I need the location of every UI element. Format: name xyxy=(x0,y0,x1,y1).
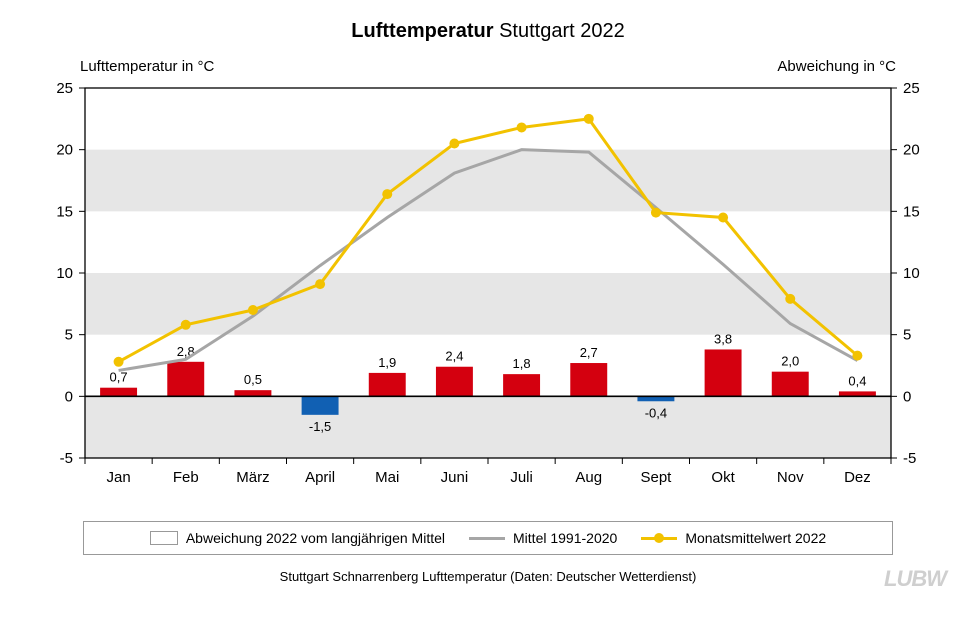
monatsmittel-marker xyxy=(785,294,795,304)
legend: Abweichung 2022 vom langjährigen Mittel … xyxy=(83,521,893,555)
deviation-bar xyxy=(772,372,809,397)
ytick-right: 5 xyxy=(903,327,911,344)
y-axis-left-label: Lufttemperatur in °C xyxy=(80,58,214,75)
month-label: Aug xyxy=(575,469,602,486)
month-label: Dez xyxy=(844,469,871,486)
chart-caption: Stuttgart Schnarrenberg Lufttemperatur (… xyxy=(30,569,946,584)
deviation-bar xyxy=(167,362,204,397)
y-axis-right-label: Abweichung in °C xyxy=(777,58,896,75)
ytick-right: -5 xyxy=(903,450,916,467)
monatsmittel-marker xyxy=(651,208,661,218)
legend-swatch-box xyxy=(150,531,178,545)
legend-label-1: Abweichung 2022 vom langjährigen Mittel xyxy=(186,530,445,546)
ytick-right: 20 xyxy=(903,142,920,159)
bar-value-label: 2,0 xyxy=(781,354,799,369)
bar-value-label: 0,7 xyxy=(110,370,128,385)
month-label: Nov xyxy=(777,469,804,486)
axis-labels-row: Lufttemperatur in °C Abweichung in °C xyxy=(30,58,946,78)
legend-item-deviation: Abweichung 2022 vom langjährigen Mittel xyxy=(150,530,445,546)
monatsmittel-marker xyxy=(382,189,392,199)
ytick-right: 25 xyxy=(903,83,920,97)
monatsmittel-marker xyxy=(114,357,124,367)
chart-area: 0,72,80,5-1,51,92,41,82,7-0,43,82,00,4-5… xyxy=(30,83,946,503)
monatsmittel-marker xyxy=(852,351,862,361)
chart-container: Lufttemperatur Stuttgart 2022 Lufttemper… xyxy=(0,0,976,630)
deviation-bar xyxy=(436,367,473,397)
monatsmittel-marker xyxy=(248,305,258,315)
month-label: Okt xyxy=(711,469,735,486)
chart-title: Lufttemperatur Stuttgart 2022 xyxy=(30,20,946,43)
ytick-right: 0 xyxy=(903,388,911,405)
temperature-chart: 0,72,80,5-1,51,92,41,82,7-0,43,82,00,4-5… xyxy=(30,83,946,503)
month-label: Mai xyxy=(375,469,399,486)
bar-value-label: 0,4 xyxy=(848,373,866,388)
month-label: März xyxy=(236,469,269,486)
ytick-left: 25 xyxy=(56,83,73,97)
legend-line-yellow xyxy=(641,537,677,540)
deviation-bar xyxy=(369,373,406,396)
monatsmittel-marker xyxy=(718,213,728,223)
month-label: Juli xyxy=(510,469,533,486)
month-label: Jan xyxy=(106,469,130,486)
deviation-bar xyxy=(503,374,540,396)
deviation-bar xyxy=(234,390,271,396)
ytick-right: 10 xyxy=(903,265,920,282)
month-label: Juni xyxy=(441,469,469,486)
title-rest: Stuttgart 2022 xyxy=(494,20,625,42)
bar-value-label: 1,9 xyxy=(378,355,396,370)
legend-label-2: Mittel 1991-2020 xyxy=(513,530,617,546)
deviation-bar xyxy=(302,396,339,415)
watermark-text: LUBW xyxy=(884,566,946,592)
monatsmittel-marker xyxy=(517,122,527,132)
ytick-left: 10 xyxy=(56,265,73,282)
deviation-bar xyxy=(705,349,742,396)
legend-item-2022: Monatsmittelwert 2022 xyxy=(641,530,826,546)
month-label: April xyxy=(305,469,335,486)
legend-item-mittel: Mittel 1991-2020 xyxy=(469,530,617,546)
ytick-left: 0 xyxy=(65,388,73,405)
month-label: Sept xyxy=(640,469,672,486)
ytick-left: 15 xyxy=(56,203,73,220)
bar-value-label: -0,4 xyxy=(645,405,667,420)
bar-value-label: 3,8 xyxy=(714,331,732,346)
ytick-left: 20 xyxy=(56,142,73,159)
month-label: Feb xyxy=(173,469,199,486)
bar-value-label: 2,7 xyxy=(580,345,598,360)
bar-value-label: -1,5 xyxy=(309,419,331,434)
ytick-left: 5 xyxy=(65,327,73,344)
title-bold: Lufttemperatur xyxy=(351,20,493,42)
bar-value-label: 0,5 xyxy=(244,372,262,387)
ytick-right: 15 xyxy=(903,203,920,220)
bar-value-label: 2,4 xyxy=(445,349,463,364)
monatsmittel-marker xyxy=(449,139,459,149)
legend-label-3: Monatsmittelwert 2022 xyxy=(685,530,826,546)
legend-marker-dot xyxy=(654,533,664,543)
monatsmittel-marker xyxy=(181,320,191,330)
legend-line-gray xyxy=(469,537,505,540)
monatsmittel-marker xyxy=(315,279,325,289)
monatsmittel-marker xyxy=(584,114,594,124)
bar-value-label: 1,8 xyxy=(513,356,531,371)
deviation-bar xyxy=(570,363,607,396)
ytick-left: -5 xyxy=(60,450,73,467)
deviation-bar xyxy=(100,388,137,397)
